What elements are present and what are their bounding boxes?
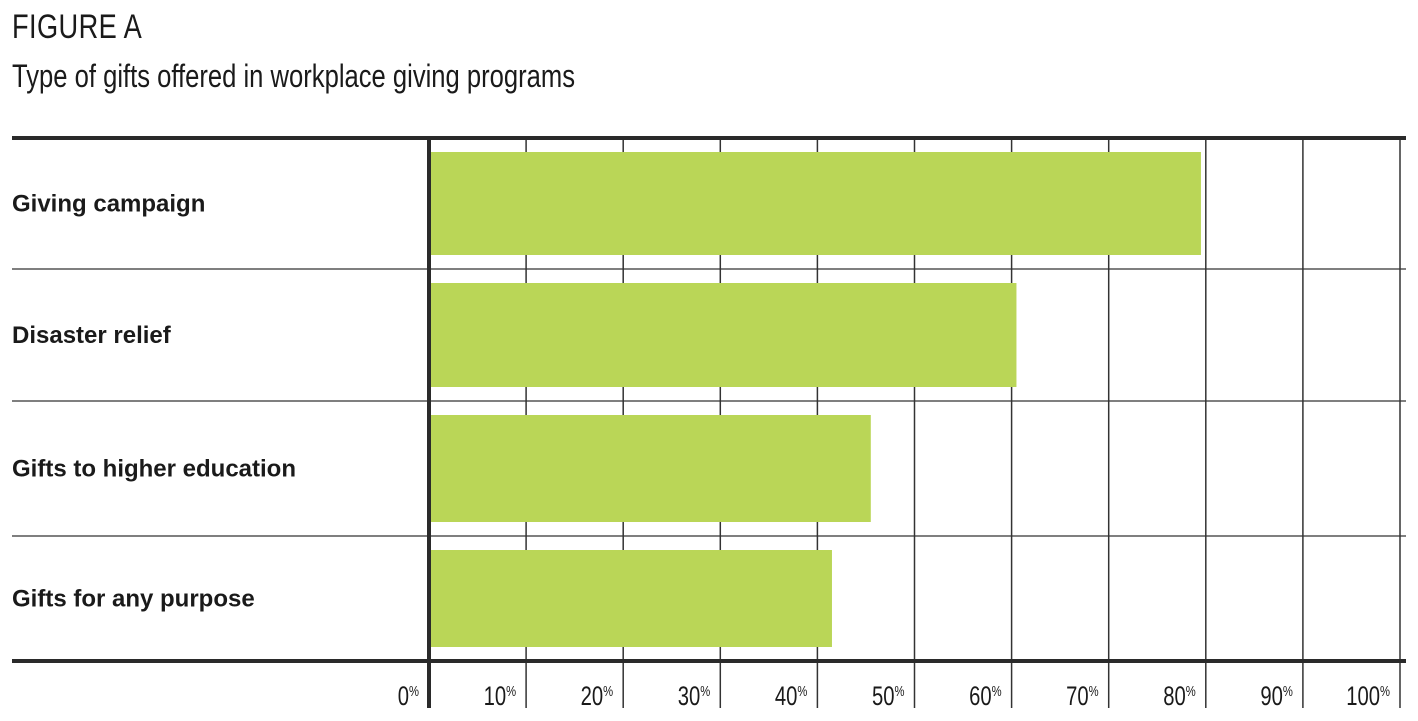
category-labels: Giving campaign Disaster relief Gifts to h… [12, 191, 296, 613]
bar-gifts-for-any-purpose [429, 550, 832, 647]
tick-label-100: 100% [1346, 681, 1390, 712]
category-label: Disaster relief [12, 322, 172, 349]
tick-label-30: 30% [678, 681, 711, 712]
tick-label-50: 50% [872, 681, 905, 712]
category-label: Gifts for any purpose [12, 586, 255, 613]
category-label: Giving campaign [12, 191, 205, 218]
chart-title: Type of gifts offered in workplace givin… [12, 58, 576, 94]
x-axis-ticks: 0% 10% 20% 30% 40% 50% 60% 70% 80% 90% 100% [398, 681, 1390, 712]
tick-label-20: 20% [581, 681, 614, 712]
category-label: Gifts to higher education [12, 456, 296, 483]
tick-label-60: 60% [969, 681, 1002, 712]
bar-disaster-relief [429, 283, 1017, 387]
tick-label-70: 70% [1066, 681, 1099, 712]
tick-label-0: 0% [398, 681, 419, 712]
tick-label-10: 10% [484, 681, 517, 712]
bar-gifts-to-higher-education [429, 415, 871, 522]
tick-label-90: 90% [1260, 681, 1293, 712]
bar-giving-campaign [429, 152, 1201, 255]
chart-frame [12, 136, 1406, 708]
bars [429, 152, 1201, 647]
tick-label-40: 40% [775, 681, 808, 712]
figure-label: FIGURE A [12, 8, 143, 46]
tick-label-80: 80% [1163, 681, 1196, 712]
